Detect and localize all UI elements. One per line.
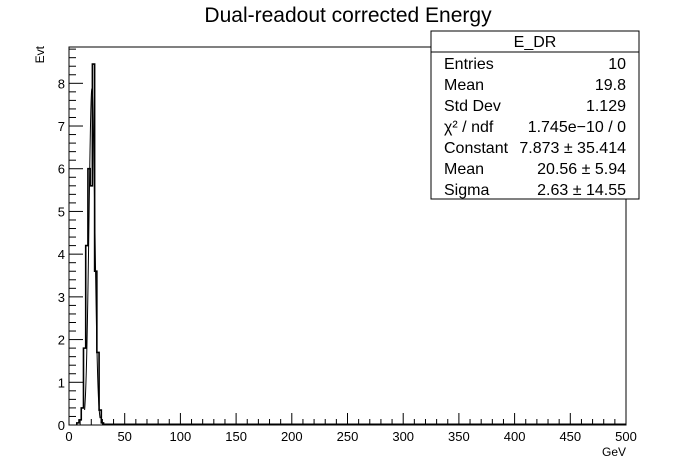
y-tick-label: 3 (58, 290, 65, 305)
x-tick-label: 250 (337, 429, 359, 444)
gaussian-fit-curve (84, 88, 101, 419)
x-axis-label: GeV (602, 445, 626, 459)
stats-row-label: Entries (444, 56, 494, 73)
y-tick-label: 8 (58, 76, 65, 91)
x-tick-label: 0 (65, 429, 72, 444)
x-tick-label: 450 (559, 429, 581, 444)
stats-row-value: 7.873 ± 35.414 (519, 140, 626, 157)
stats-row-value: 1.745e−10 / 0 (528, 119, 626, 136)
x-axis: 0 50 100 150 200 250 300 350 400 450 500 (65, 413, 637, 444)
stats-row-label: Mean (444, 77, 484, 94)
x-tick-label: 50 (117, 429, 131, 444)
y-tick-label: 4 (58, 247, 65, 262)
stats-box-name: E_DR (514, 34, 557, 51)
y-tick-label: 6 (58, 162, 65, 177)
y-axis-label: Evt (33, 45, 47, 63)
stats-row-value: 10 (608, 56, 626, 73)
y-tick-label: 5 (58, 204, 65, 219)
y-axis: 0 1 2 3 4 5 6 7 8 (58, 48, 83, 433)
y-tick-label: 0 (58, 418, 65, 433)
stats-box: E_DR Entries 10 Mean 19.8 Std Dev 1.129 χ² / n… (430, 30, 640, 200)
x-tick-label: 100 (170, 429, 192, 444)
x-tick-label: 200 (281, 429, 303, 444)
stats-row-value: 19.8 (595, 77, 626, 94)
x-tick-label: 300 (392, 429, 414, 444)
y-tick-label: 1 (58, 375, 65, 390)
y-tick-label: 7 (58, 119, 65, 134)
stats-row-label: Sigma (444, 182, 489, 199)
stats-row-label: χ² / ndf (444, 119, 494, 136)
x-tick-label: 400 (504, 429, 526, 444)
stats-row-value: 20.56 ± 5.94 (537, 161, 626, 178)
chart-title: Dual-readout corrected Energy (204, 4, 492, 27)
y-tick-label: 2 (58, 333, 65, 348)
x-tick-label: 350 (448, 429, 470, 444)
stats-rows: Entries 10 Mean 19.8 Std Dev 1.129 χ² / ndf 1.7… (444, 56, 626, 199)
stats-box-frame (430, 30, 640, 200)
stats-row-label: Mean (444, 161, 484, 178)
stats-row-label: Constant (444, 140, 509, 157)
stats-row-label: Std Dev (444, 98, 501, 115)
x-tick-label: 500 (615, 429, 637, 444)
stats-row-value: 1.129 (586, 98, 626, 115)
x-tick-label: 150 (225, 429, 247, 444)
stats-row-value: 2.63 ± 14.55 (537, 182, 626, 199)
